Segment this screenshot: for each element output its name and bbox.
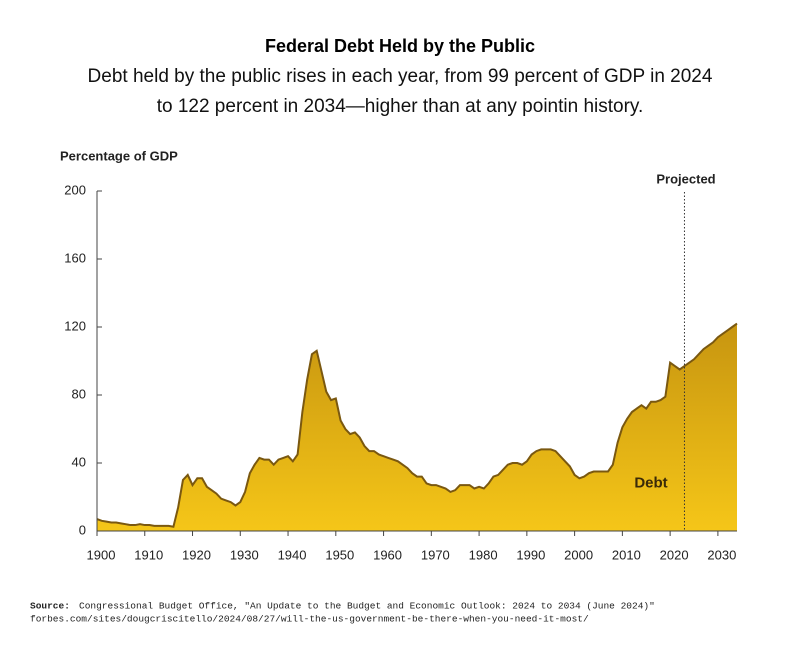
x-tick-label: 1930 — [230, 547, 259, 562]
x-tick-label: 1950 — [325, 547, 354, 562]
series-label: Debt — [634, 474, 667, 491]
subtitle-part: to 122 percent in 2034 — [157, 96, 347, 117]
area-line — [96, 322, 738, 528]
y-axis-label: Percentage of GDP — [60, 148, 178, 163]
subtitle-part: —higher than at any pointin history. — [346, 96, 644, 117]
subtitle-line: to 122 percent in 2034—higher than at an… — [157, 96, 644, 117]
subtitle-line: Debt held by the public rises in each ye… — [88, 66, 713, 87]
chart-title: Federal Debt Held by the Public — [265, 36, 535, 56]
source-text: Congressional Budget Office, "An Update … — [79, 601, 655, 612]
x-tick-label: 2000 — [564, 547, 593, 562]
x-tick-label: 1940 — [278, 547, 307, 562]
source-url: forbes.com/sites/dougcriscitello/2024/08… — [30, 614, 589, 625]
subtitle-part: 99 percent of GDP in 2024 — [488, 66, 713, 87]
source-label: Source: — [30, 601, 70, 612]
x-tick-label: 1900 — [87, 547, 116, 562]
area-fill — [97, 323, 737, 531]
x-tick-label: 2030 — [707, 547, 736, 562]
x-tick-label: 1910 — [134, 547, 163, 562]
x-tick-label: 1970 — [421, 547, 450, 562]
x-tick-label: 1960 — [373, 547, 402, 562]
x-tick-label: 2020 — [660, 547, 689, 562]
subtitle-part: Debt held by the public rises in each ye… — [88, 66, 488, 87]
x-tick-label: 1980 — [469, 547, 498, 562]
y-tick-label: 80 — [72, 386, 86, 401]
y-tick-label: 0 — [79, 522, 86, 537]
x-tick-label: 2010 — [612, 547, 641, 562]
y-tick-label: 40 — [72, 454, 86, 469]
projection-label: Projected — [656, 171, 715, 186]
y-tick-label: 160 — [64, 250, 86, 265]
x-tick-label: 1920 — [182, 547, 211, 562]
y-tick-label: 200 — [64, 182, 86, 197]
x-tick-label: 1990 — [516, 547, 545, 562]
y-tick-label: 120 — [64, 318, 86, 333]
